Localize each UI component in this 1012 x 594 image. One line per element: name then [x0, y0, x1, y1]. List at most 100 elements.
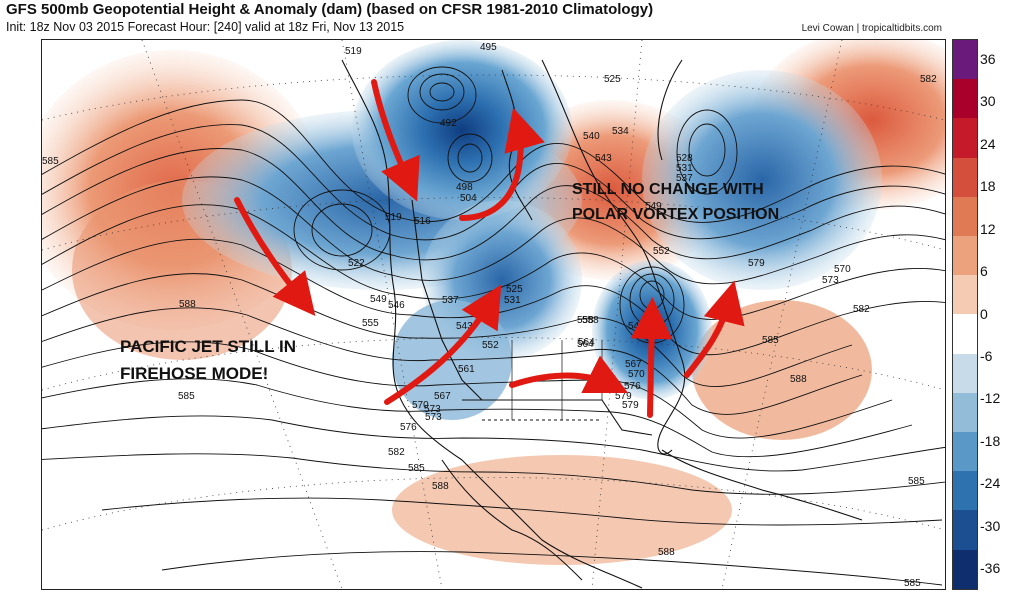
contour-label: 582: [920, 74, 937, 85]
annotation-line: PACIFIC JET STILL IN: [120, 337, 296, 356]
contour-label: 537: [676, 173, 693, 184]
colorbar-tick-label: 36: [980, 51, 996, 67]
colorbar-tick-label: 12: [980, 220, 996, 237]
latlon-grid: [42, 40, 945, 589]
colorbar-tick-label: 6: [980, 263, 988, 280]
map-credit: Levi Cowan | tropicaltidbits.com: [801, 23, 942, 34]
annotation-line: FIREHOSE MODE!: [120, 364, 269, 383]
contour-label: 546: [628, 321, 645, 332]
contour-label: 585: [762, 335, 779, 346]
colorbar-tick-label: 30: [980, 93, 996, 110]
coastlines: [341, 59, 863, 589]
annotation-line: STILL NO CHANGE WITH: [572, 181, 764, 198]
contour-label: 504: [460, 193, 477, 204]
east-trough-arrow: [630, 297, 673, 418]
contour-label: 519: [345, 46, 362, 57]
contour-label: 588: [658, 547, 675, 558]
contour-label: 588: [432, 481, 449, 492]
contour-label: 588: [179, 299, 196, 310]
contour-label: 585: [908, 476, 925, 487]
contour-label: 537: [442, 295, 459, 306]
contour-label: 573: [424, 404, 441, 415]
contour-label: 549: [370, 294, 387, 305]
anomaly-colorbar: [952, 39, 978, 590]
contour-label: 579: [748, 258, 765, 269]
contour-label: 534: [612, 126, 629, 137]
contour-label: 585: [42, 156, 59, 167]
contour-label: 570: [834, 264, 851, 275]
contour-label: 573: [425, 412, 442, 423]
colorbar-tick-label: -30: [980, 517, 1001, 534]
colorbar-tick-label: -24: [980, 475, 1001, 492]
pacific-jet-annotation: PACIFIC JET STILL IN FIREHOSE MODE!: [120, 333, 296, 387]
colorbar-segment: [953, 314, 977, 354]
contour-label: 582: [853, 304, 870, 315]
contour-label: 567: [434, 391, 451, 402]
contour-label: 582: [388, 447, 405, 458]
colorbar-segment: [953, 432, 977, 472]
contour-label: 570: [412, 400, 429, 411]
contour-label: 573: [822, 275, 839, 286]
colorbar-tick-label: -36: [980, 560, 1001, 576]
pacific-jet-arrow: [234, 197, 316, 316]
colorbar-segment: [953, 353, 977, 393]
colorbar-segment: [953, 275, 977, 315]
southern-ridge-anomaly: [392, 455, 732, 565]
colorbar-segment: [953, 392, 977, 433]
contour-label: 525: [506, 284, 523, 295]
map-canvas: 519 495 492 498 504 516 519 522 525 528 …: [42, 40, 945, 589]
contour-label: 558: [582, 315, 599, 326]
contour-label: 579: [622, 400, 639, 411]
contour-label: 528: [676, 153, 693, 164]
contour-label: 567: [625, 359, 642, 370]
southern-jet-arrow: [509, 355, 629, 394]
east-coast-arrow: [684, 280, 745, 378]
contour-label: 561: [458, 364, 475, 375]
contour-label: 588: [790, 374, 807, 385]
vortex-drop-arrow: [371, 79, 420, 202]
annotation-line: POLAR VORTEX POSITION: [572, 206, 780, 223]
polar-vortex-annotation: STILL NO CHANGE WITH POLAR VORTEX POSITI…: [572, 177, 779, 227]
contour-label: 552: [653, 246, 670, 257]
colorbar-tick-label: -12: [980, 390, 1001, 407]
map-subtitle: Init: 18z Nov 03 2015 Forecast Hour: [24…: [6, 20, 405, 34]
colorbar-tick-label: 0: [980, 305, 988, 322]
colorbar-segment: [953, 40, 977, 80]
contour-label: 540: [583, 131, 600, 142]
contour-label: 552: [482, 340, 499, 351]
contour-label: 531: [504, 295, 521, 306]
contour-label: 498: [456, 182, 473, 193]
contour-label: 516: [414, 216, 431, 227]
contour-label: 531: [676, 163, 693, 174]
contour-label: 564: [577, 339, 594, 350]
map-title: GFS 500mb Geopotential Height & Anomaly …: [6, 1, 654, 18]
contour-label: 546: [388, 300, 405, 311]
contour-label: 576: [624, 381, 641, 392]
colorbar-tick-label: 24: [980, 135, 996, 152]
weather-map: 519 495 492 498 504 516 519 522 525 528 …: [41, 39, 946, 590]
contour-label: 522: [348, 258, 365, 269]
colorbar-segment: [953, 471, 977, 511]
colorbar-segment: [953, 196, 977, 237]
colorbar-segment: [953, 510, 977, 550]
contour-label: 543: [595, 153, 612, 164]
vortex-rise-arrow: [459, 107, 545, 221]
colorbar-segment: [953, 157, 977, 197]
colorbar-segment: [953, 236, 977, 276]
contour-label: 570: [628, 369, 645, 380]
contour-label: 495: [480, 42, 497, 53]
contour-label: 558: [577, 315, 594, 326]
contour-label: 519: [385, 212, 402, 223]
contour-label: 555: [362, 318, 379, 329]
colorbar-tick-label: -6: [980, 347, 993, 364]
annotation-arrows: [234, 79, 745, 418]
contour-label: 525: [604, 74, 621, 85]
contour-label: 585: [408, 463, 425, 474]
contour-label: 585: [904, 578, 921, 589]
trough-axis-arrow: [384, 284, 502, 405]
contour-labels: 519 495 492 498 504 516 519 522 525 528 …: [42, 42, 937, 589]
colorbar-segment: [953, 79, 977, 119]
colorbar-segment: [953, 549, 977, 589]
contour-label: 579: [615, 391, 632, 402]
contour-label: 492: [440, 118, 457, 129]
